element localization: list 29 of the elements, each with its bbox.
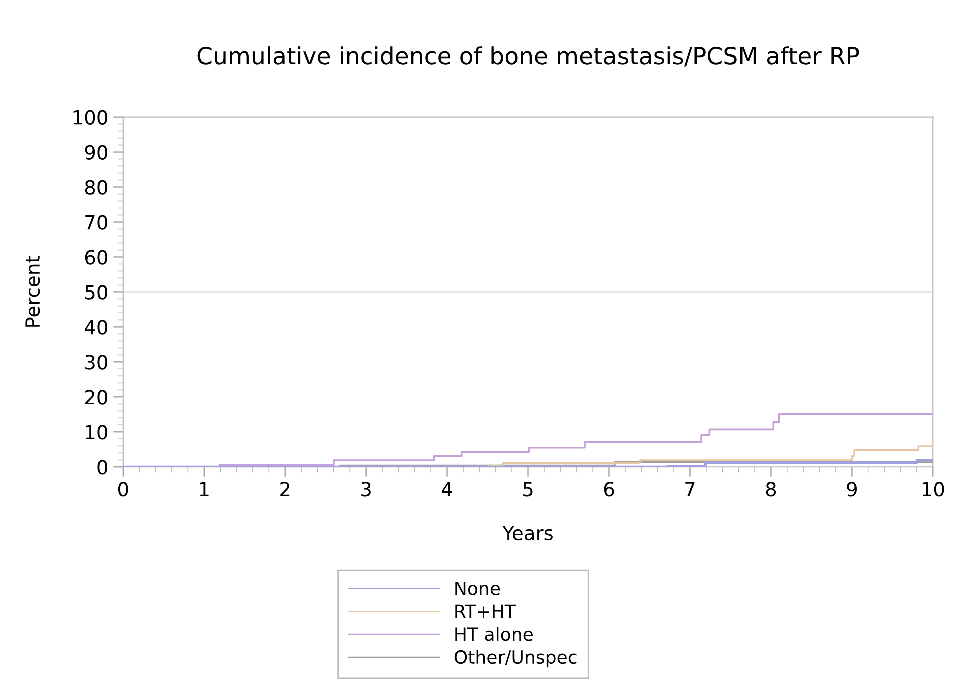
y-tick-label: 0 xyxy=(98,460,108,475)
y-tick-label: 20 xyxy=(85,390,108,405)
legend-label: None xyxy=(456,582,500,596)
y-tick-label: 10 xyxy=(86,425,108,440)
x-tick-label: 1 xyxy=(200,482,209,496)
x-axis-title: Years xyxy=(502,526,553,541)
x-tick-label: 3 xyxy=(362,482,371,497)
y-tick-label: 90 xyxy=(85,145,108,160)
x-tick-label: 8 xyxy=(766,482,776,497)
x-tick-label: 7 xyxy=(686,482,695,496)
x-tick-label: 4 xyxy=(442,482,452,496)
legend-label: RT+HT xyxy=(456,604,516,618)
y-tick-label: 50 xyxy=(86,285,108,300)
chart-title: Cumulative incidence of bone metastasis/PCSM after RP xyxy=(198,46,860,67)
x-tick-label: 5 xyxy=(524,482,533,497)
x-tick-label: 10 xyxy=(922,482,944,497)
y-tick-label: 40 xyxy=(85,320,108,335)
x-tick-label: 6 xyxy=(604,482,614,497)
x-tick-label: 0 xyxy=(118,482,128,497)
y-tick-label: 80 xyxy=(85,180,108,195)
y-tick-label: 70 xyxy=(86,215,108,230)
y-tick-label: 100 xyxy=(74,110,108,125)
y-axis-title: Percent xyxy=(26,256,40,327)
legend-label: HT alone xyxy=(456,627,533,642)
x-tick-label: 2 xyxy=(280,482,290,496)
x-tick-label: 9 xyxy=(847,482,857,497)
y-tick-label: 60 xyxy=(85,250,108,265)
legend-label: Other/Unspec xyxy=(454,650,577,668)
y-tick-label: 30 xyxy=(86,355,108,370)
